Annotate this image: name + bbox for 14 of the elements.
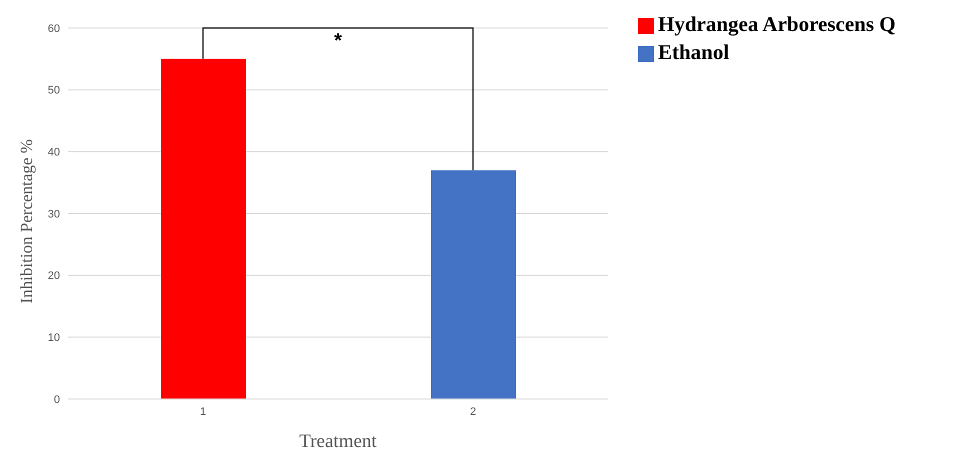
x-tick-label: 1	[200, 406, 206, 418]
y-tick-label: 50	[48, 84, 60, 97]
y-tick-label: 60	[48, 22, 60, 35]
annotation: *	[333, 30, 343, 53]
y-tick-label: 0	[54, 394, 60, 406]
y-tick-label: 10	[48, 332, 60, 344]
x-axis-title: Treatment	[299, 431, 378, 452]
y-tick-label: 40	[48, 146, 60, 159]
y-tick-label: 30	[48, 208, 60, 220]
legend-label: Hydrangea Arborescens Q	[658, 12, 896, 36]
legend-label: Ethanol	[658, 40, 730, 64]
y-tick-label: 20	[48, 270, 60, 282]
y-axis-title: Inhibition Percentage %	[17, 139, 36, 304]
x-tick-label: 2	[470, 406, 476, 418]
